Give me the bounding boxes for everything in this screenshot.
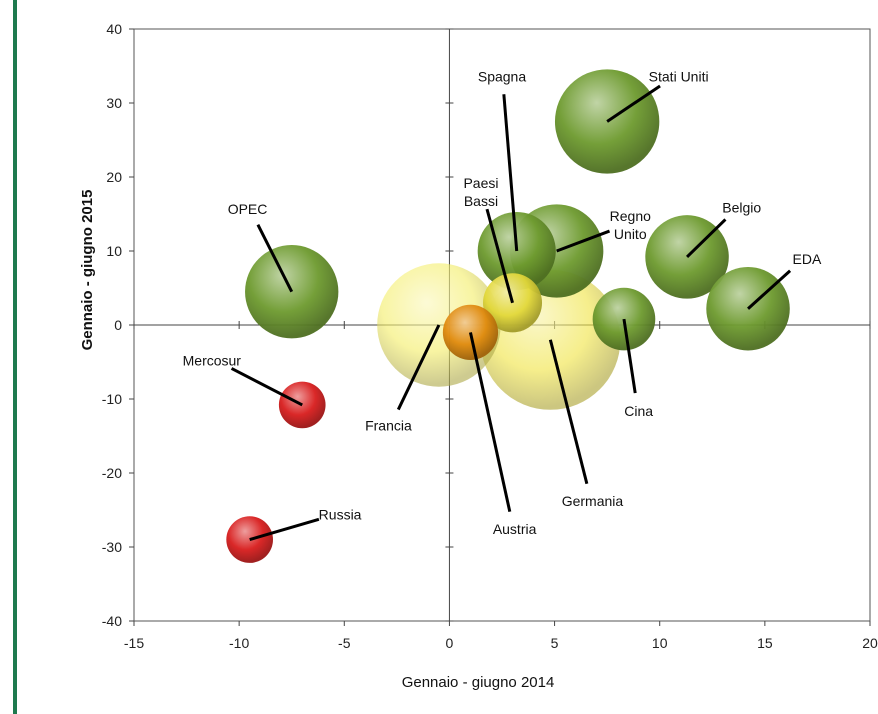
y-tick-label: -20 [102,465,122,481]
x-tick-label: -10 [229,635,249,651]
leader-line [622,318,637,394]
x-tick-label: 5 [551,635,559,651]
leader-line [230,367,303,407]
accent-bar [13,0,17,714]
x-tick-label: 15 [757,635,773,651]
leader-line [606,84,661,123]
annotation-label: Paesi Bassi [463,175,498,209]
annotation-label: Mercosur [183,353,242,369]
bubble-paesi-bassi [482,273,543,333]
annotation-label: Russia [319,506,362,522]
y-tick-label: -40 [102,613,122,629]
leader-line [249,517,320,542]
leader-line [686,218,727,258]
annotation-label: Francia [365,418,412,434]
annotation-label: Belgio [722,199,761,215]
annotation-label: EDA [793,251,822,267]
leader-line [548,339,589,485]
y-tick-label: -10 [102,391,122,407]
y-tick-label: -30 [102,539,122,555]
x-tick-label: 20 [862,635,878,651]
annotation-label: Cina [624,403,653,419]
annotation-label: Germania [562,493,624,509]
x-axis-ticks: -15 -10 -5 0 5 10 15 20 [124,321,878,651]
y-tick-label: 30 [106,95,122,111]
x-tick-label: -5 [338,635,351,651]
annotation-label: Spagna [478,68,526,84]
x-axis-title: Gennaio - giugno 2014 [402,674,555,691]
leader-line [468,332,512,512]
y-axis-title: Gennaio - giugno 2015 [79,190,96,351]
y-axis-ticks: -40 -30 -20 -10 0 10 20 30 40 [102,21,454,629]
x-tick-label: -15 [124,635,144,651]
annotation-label: OPEC [228,201,268,217]
leader-line [502,94,519,252]
leader-line [256,224,294,293]
y-tick-label: 20 [106,169,122,185]
leader-lines [230,84,792,542]
annotation-label: Stati Uniti [649,68,709,84]
y-tick-label: 10 [106,243,122,259]
y-tick-label: 40 [106,21,122,37]
y-tick-label: 0 [114,317,122,333]
leader-line [396,324,441,411]
leader-line [747,269,792,310]
x-tick-label: 10 [652,635,668,651]
annotation-label: Austria [493,521,537,537]
x-tick-label: 0 [446,635,454,651]
leader-line [556,229,611,253]
annotation-label: Regno Unito [610,208,651,242]
annotations: Stati Uniti Spagna Regno Unito Belgio EDA Cina… [183,68,822,537]
leader-line [485,208,514,304]
